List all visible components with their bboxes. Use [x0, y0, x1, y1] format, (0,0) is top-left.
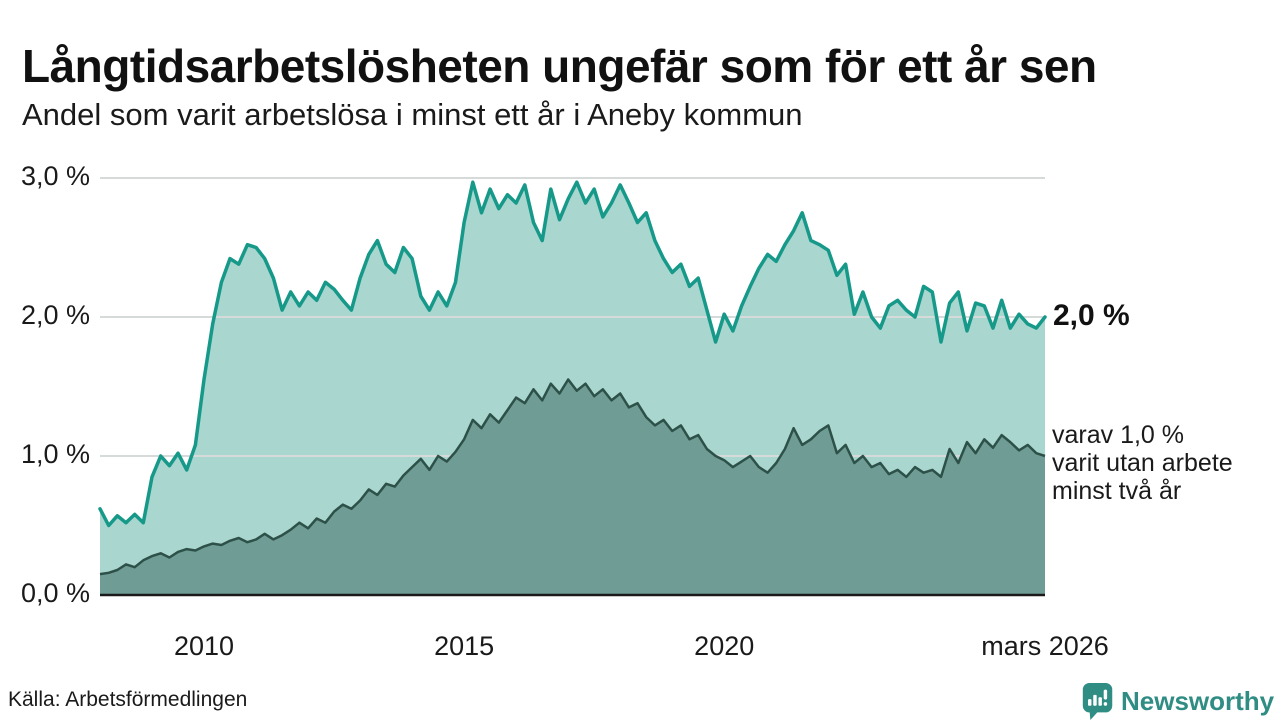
series2-annotation-line1: varav 1,0 % — [1052, 421, 1185, 449]
series2-annotation: varav 1,0 % varit utan arbete minst två … — [1052, 421, 1233, 505]
series1-line — [98, 180, 1047, 528]
newsworthy-logo-text: Newsworthy — [1121, 686, 1275, 716]
series2-annotation-line2: varit utan arbete — [1052, 449, 1233, 477]
x-axis-tick-label: 2020 — [694, 631, 755, 661]
y-axis-tick-label: 0,0 % — [20, 578, 90, 608]
newsworthy-logo-icon — [1082, 682, 1113, 720]
page-title: Långtidsarbetslösheten ungefär som för e… — [22, 39, 1097, 92]
series1-end-value-label: 2,0 % — [1053, 299, 1130, 332]
source-credit: Källa: Arbetsförmedlingen — [8, 688, 248, 711]
chart-subtitle: Andel som varit arbetslösa i minst ett å… — [22, 97, 803, 132]
y-axis-tick-label: 1,0 % — [20, 439, 90, 469]
y-axis-tick-label: 2,0 % — [20, 300, 90, 330]
series2-line — [99, 378, 1046, 576]
x-axis-tick-label: 2010 — [173, 631, 235, 661]
series2-annotation-line3: minst två år — [1052, 477, 1182, 505]
y-axis-tick-label: 3,0 % — [20, 161, 90, 191]
x-axis-tick-label: mars 2026 — [981, 631, 1109, 661]
x-axis-tick-label: 2015 — [434, 631, 495, 661]
series2-area-fill — [100, 379, 1045, 595]
